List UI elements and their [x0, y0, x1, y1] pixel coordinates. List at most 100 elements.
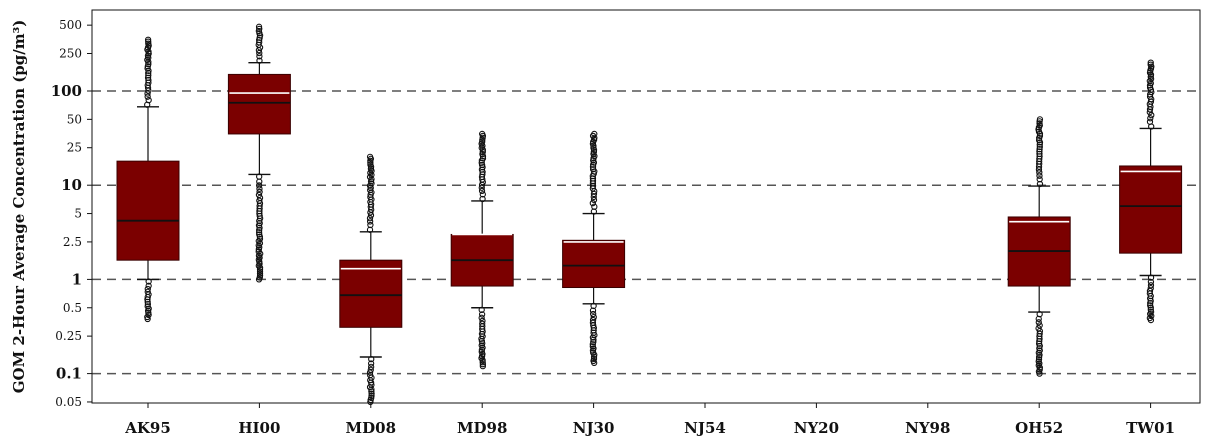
outlier-point	[589, 347, 597, 354]
outlier-point	[591, 130, 598, 138]
outlier-point	[1147, 282, 1155, 289]
outlier-point	[478, 314, 485, 321]
outlier-point	[145, 50, 152, 57]
box-body	[339, 259, 403, 328]
outlier-point	[367, 159, 374, 166]
outlier-point	[479, 155, 487, 162]
y-tick-label: 100	[51, 82, 82, 100]
outlier-point	[144, 36, 152, 43]
outlier-point	[591, 359, 598, 367]
outlier-point	[145, 69, 152, 77]
outlier-point	[590, 148, 598, 156]
outlier-point	[255, 23, 263, 30]
outlier-point	[590, 336, 597, 343]
outlier-point	[256, 25, 263, 33]
outlier-point	[1035, 315, 1042, 322]
outlier-point	[256, 57, 263, 64]
x-tick-label: NJ30	[573, 419, 615, 437]
y-tick-label: 5	[74, 207, 82, 221]
outlier-point	[255, 229, 263, 236]
outlier-point	[478, 311, 486, 318]
outlier-point	[1147, 115, 1154, 122]
outlier-point	[368, 390, 375, 397]
outlier-point	[368, 386, 375, 393]
outlier-point	[1147, 299, 1154, 307]
outlier-point	[256, 224, 263, 231]
outlier-point	[1036, 172, 1043, 179]
outlier-point	[479, 191, 486, 198]
y-tick-label: 500	[59, 18, 82, 32]
box-body	[1119, 165, 1183, 254]
outlier-point	[1147, 278, 1155, 286]
outlier-point	[366, 218, 374, 225]
y-tick-label: 2.5	[63, 235, 82, 249]
outlier-point	[145, 72, 152, 79]
outlier-point	[145, 60, 152, 68]
outlier-point	[1147, 61, 1154, 68]
outlier-point	[478, 337, 486, 345]
outlier-point	[256, 264, 264, 271]
box-md08	[339, 153, 403, 406]
y-axis-title: GOM 2-Hour Average Concentration (pg/m³)	[10, 20, 28, 394]
outlier-point	[1036, 364, 1043, 371]
outlier-point	[145, 282, 152, 289]
outlier-point	[256, 185, 263, 192]
outlier-point	[367, 398, 374, 406]
outlier-point	[145, 38, 152, 45]
box-oh52	[1007, 116, 1071, 377]
outlier-point	[1036, 176, 1043, 183]
outlier-point	[145, 278, 152, 285]
outlier-point	[1146, 84, 1154, 91]
outlier-point	[256, 268, 264, 275]
outlier-point	[367, 363, 375, 370]
outlier-point	[256, 266, 264, 273]
outlier-point	[256, 178, 263, 185]
outlier-point	[589, 307, 597, 314]
outlier-point	[589, 310, 597, 318]
outlier-point	[478, 306, 485, 314]
outlier-point	[1146, 118, 1154, 125]
outlier-point	[479, 361, 487, 368]
outlier-point	[1036, 169, 1043, 176]
outlier-point	[144, 301, 152, 308]
y-tick-label: 1	[72, 270, 82, 288]
outlier-point	[479, 148, 486, 156]
outlier-point	[1036, 141, 1043, 148]
outlier-point	[591, 203, 598, 210]
y-tick-label: 0.1	[56, 365, 82, 383]
outlier-point	[145, 96, 152, 104]
y-tick-label: 0.25	[55, 329, 82, 343]
outlier-point	[256, 226, 263, 234]
outlier-point	[479, 138, 486, 145]
outlier-point	[1036, 120, 1043, 127]
outlier-point	[1035, 319, 1042, 326]
outlier-point	[479, 130, 486, 138]
outlier-point	[1147, 304, 1154, 311]
x-tick-label: OH52	[1015, 419, 1063, 437]
x-tick-label: NY20	[794, 419, 839, 437]
outlier-point	[144, 93, 151, 100]
x-tick-label: NY98	[905, 419, 950, 437]
box-body	[562, 239, 626, 289]
outlier-point	[144, 315, 151, 323]
outlier-point	[478, 346, 486, 353]
outlier-point	[366, 153, 374, 160]
outlier-point	[1147, 274, 1155, 281]
outlier-point	[478, 184, 485, 191]
box-tw01	[1119, 59, 1183, 324]
x-axis: AK95 HI00 MD08 MD98 NJ30 NJ54 NY20 NY98 OH52 TW01	[124, 403, 1175, 437]
outlier-point	[590, 353, 598, 360]
outlier-point	[1035, 353, 1043, 361]
y-tick-label: 10	[61, 176, 82, 194]
outlier-point	[589, 163, 597, 171]
outlier-point	[1035, 137, 1043, 144]
outlier-point	[478, 161, 486, 169]
outlier-point	[144, 298, 151, 306]
box-ak95	[116, 36, 180, 323]
outlier-point	[479, 359, 486, 366]
x-tick-label: NJ54	[684, 419, 726, 437]
outlier-point	[478, 187, 486, 195]
y-tick-label: 25	[67, 141, 82, 155]
outlier-point	[367, 221, 374, 229]
outlier-point	[256, 53, 263, 60]
